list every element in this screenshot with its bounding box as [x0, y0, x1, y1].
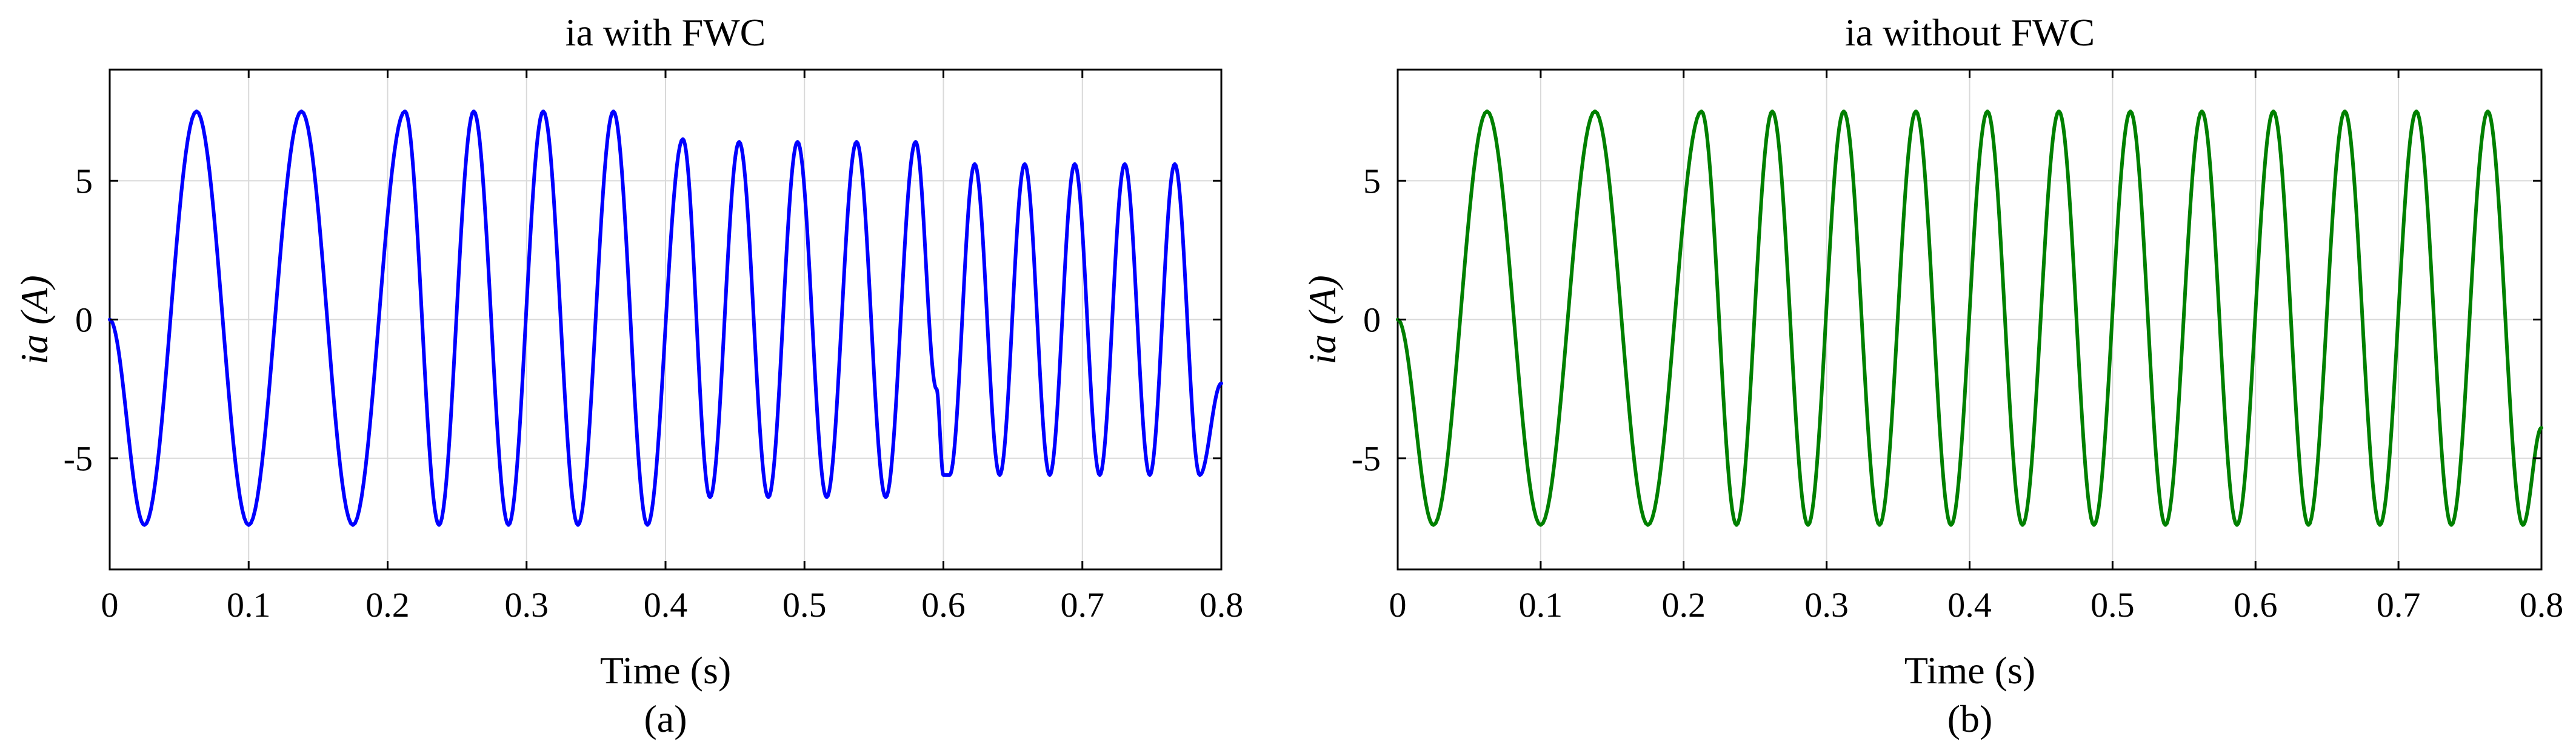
x-tick-label: 0.6: [921, 585, 966, 625]
series-line: [1396, 109, 2543, 527]
chart-title-b: ia without FWC: [1845, 11, 2095, 54]
chart-title-a: ia with FWC: [566, 11, 766, 54]
x-tick-label: 0: [1389, 585, 1407, 625]
x-tick-label: 0.1: [1519, 585, 1563, 625]
y-axis-a: 5 0 -5: [64, 161, 1221, 479]
x-tick-label: 0.7: [1061, 585, 1105, 625]
x-tick-label: 0.4: [1947, 585, 1992, 625]
x-tick-label: 0: [101, 585, 119, 625]
y-axis-title-a: ia (A): [13, 275, 56, 365]
x-tick-label: 0.6: [2234, 585, 2278, 625]
x-tick-label: 0.8: [2520, 585, 2564, 625]
x-tick-label: 0.5: [782, 585, 827, 625]
trace-a: [108, 109, 1223, 527]
x-axis-title-b: Time (s): [1904, 649, 2035, 692]
x-tick-label: 0.3: [505, 585, 549, 625]
x-axis-b: 0 0.1 0.2 0.3 0.4 0.5 0.6 0.7 0.8: [1389, 70, 2564, 625]
chart-panel-a: 0 0.1 0.2 0.3 0.4 0.5 0.6 0.7 0.8 5 0 -5 ia with F…: [13, 11, 1243, 740]
y-axis-title-b: ia (A): [1301, 275, 1344, 365]
x-axis-title-a: Time (s): [600, 649, 731, 692]
y-tick-label: -5: [64, 439, 93, 479]
x-tick-label: 0.3: [1804, 585, 1849, 625]
trace-b: [1396, 109, 2543, 527]
caption-a: (a): [644, 697, 687, 740]
y-tick-label: 5: [75, 161, 93, 201]
y-tick-label: -5: [1352, 439, 1381, 479]
y-tick-label: 0: [75, 300, 93, 340]
y-axis-b: 5 0 -5: [1352, 161, 2541, 479]
x-tick-label: 0.2: [365, 585, 410, 625]
x-tick-label: 0.4: [644, 585, 688, 625]
x-tick-label: 0.5: [2090, 585, 2135, 625]
x-tick-label: 0.2: [1662, 585, 1706, 625]
x-tick-label: 0.1: [227, 585, 271, 625]
caption-b: (b): [1947, 697, 1993, 740]
y-tick-label: 5: [1363, 161, 1381, 201]
chart-panel-b: 0 0.1 0.2 0.3 0.4 0.5 0.6 0.7 0.8 5 0 -5 ia withou…: [1301, 11, 2563, 740]
y-tick-label: 0: [1363, 300, 1381, 340]
x-tick-label: 0.7: [2377, 585, 2421, 625]
series-line: [108, 109, 1223, 527]
x-tick-label: 0.8: [1200, 585, 1244, 625]
x-axis-a: 0 0.1 0.2 0.3 0.4 0.5 0.6 0.7 0.8: [101, 70, 1244, 625]
